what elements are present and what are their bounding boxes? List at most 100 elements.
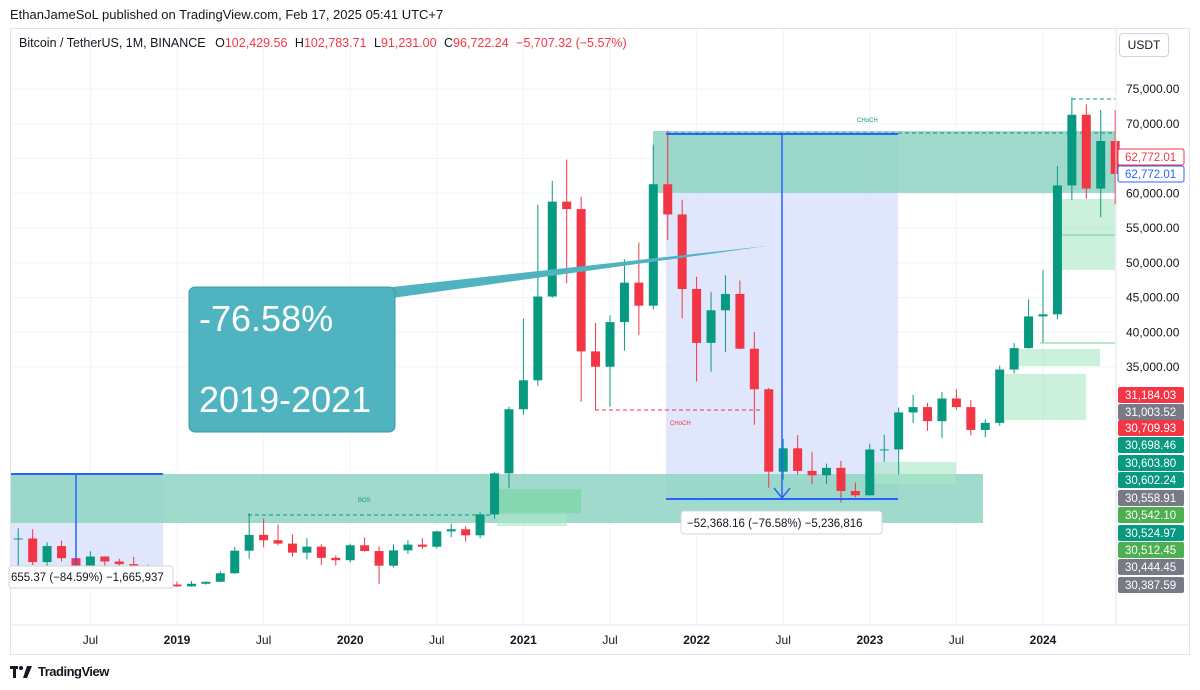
candle [619, 259, 629, 351]
price-label-text: 30,387.59 [1125, 580, 1176, 592]
candle [259, 518, 269, 548]
candle [706, 291, 716, 372]
candle-body [374, 551, 384, 566]
price-axis-tick: 75,000.00 [1126, 82, 1180, 96]
price-label-tag: 30,602.24 [1118, 472, 1184, 488]
price-label-text: 30,542.10 [1125, 510, 1176, 522]
candle [807, 451, 817, 485]
candle [995, 365, 1005, 426]
candle-body [937, 398, 947, 422]
candle [850, 482, 860, 498]
close-label: C [444, 36, 454, 50]
price-label-bg [1118, 577, 1184, 593]
fvg-zone [873, 462, 956, 484]
fvg-zone [1005, 374, 1086, 420]
candle-body [100, 556, 110, 562]
candle-body [417, 544, 427, 547]
candle-body [692, 289, 702, 343]
candle-body [13, 538, 23, 540]
open-value: 102,429.56 [224, 36, 288, 50]
candle-body [966, 407, 976, 430]
candle [13, 528, 23, 569]
candle-body [28, 538, 38, 563]
candle-body [273, 540, 283, 544]
footer-brand[interactable]: TradingView [10, 664, 109, 679]
price-label-bg [1118, 437, 1184, 453]
price-label-tag: 30,524.97 [1118, 525, 1184, 541]
candle-body [951, 398, 961, 408]
candle [764, 387, 774, 488]
price-label-tag: 62,772.01 [1117, 148, 1185, 166]
callout-percentage: -76.58% [199, 298, 333, 339]
price-label-text: 30,558.91 [1125, 493, 1176, 505]
candle [1009, 343, 1019, 374]
price-label-tag: 30,603.80 [1118, 455, 1184, 471]
candle-body [778, 448, 788, 472]
callout-years: 2019-2021 [199, 379, 371, 420]
candle-body [244, 534, 254, 551]
candle-body [287, 543, 297, 553]
time-axis-tick: Jul [602, 633, 617, 647]
candle [591, 323, 601, 411]
time-axis-tick: Jul [256, 633, 271, 647]
price-label-text: 31,184.03 [1125, 390, 1176, 402]
choch-label-top: CHoCH [857, 118, 878, 124]
candle-body [1096, 140, 1106, 189]
price-label-bg [1118, 420, 1184, 436]
price-axis-tick: 70,000.00 [1126, 117, 1180, 131]
candle-body [186, 583, 196, 587]
candle-body [879, 449, 889, 451]
candle [186, 581, 196, 587]
candle [648, 144, 658, 310]
candle [980, 419, 990, 438]
price-axis-tick: 55,000.00 [1126, 221, 1180, 235]
candle-body [461, 529, 471, 536]
candle-body [230, 550, 240, 574]
candle [1096, 109, 1106, 218]
candle-body [360, 545, 370, 552]
candle [865, 443, 875, 496]
candle [908, 394, 918, 424]
candle-body [259, 534, 269, 541]
price-label-bg [1118, 507, 1184, 523]
candle-body [1110, 140, 1120, 174]
change-value: −5,707.32 (−5.57%) [516, 36, 627, 50]
price-axis-tick: 50,000.00 [1126, 256, 1180, 270]
candle [57, 540, 67, 562]
candle-body [865, 449, 875, 496]
high-label: H [294, 36, 304, 50]
candle [923, 403, 933, 431]
candle-body [114, 561, 124, 565]
candle-body [1009, 348, 1019, 370]
time-axis-tick: 2019 [164, 633, 191, 647]
candle-body [533, 296, 543, 381]
candle [836, 460, 846, 503]
currency-button[interactable]: USDT [1119, 33, 1169, 57]
candle [634, 242, 644, 336]
bos-label: BOS [358, 498, 371, 504]
time-axis-tick: Jul [776, 633, 791, 647]
candle-body [706, 310, 716, 343]
time-axis-tick: 2020 [337, 633, 364, 647]
candle-body [345, 545, 355, 561]
candle-body [923, 407, 933, 422]
price-label-tag: 30,709.93 [1118, 420, 1184, 436]
candle-body [764, 389, 774, 472]
time-axis-tick: 2023 [856, 633, 883, 647]
price-label-tag: 30,698.46 [1118, 437, 1184, 453]
price-label-text: 62,772.01 [1125, 152, 1176, 164]
price-label-text: 30,512.45 [1125, 545, 1176, 557]
candle [374, 546, 384, 584]
candle [302, 538, 312, 560]
candle-body [1081, 114, 1091, 189]
price-label-bg [1118, 542, 1184, 558]
candle [778, 438, 788, 480]
candle-body [822, 467, 831, 476]
candle [461, 526, 471, 542]
candle [345, 543, 355, 563]
candle-body [172, 584, 182, 587]
price-axis-tick: 40,000.00 [1126, 325, 1180, 339]
candle [417, 538, 427, 549]
price-label-text: 30,444.45 [1125, 562, 1176, 574]
